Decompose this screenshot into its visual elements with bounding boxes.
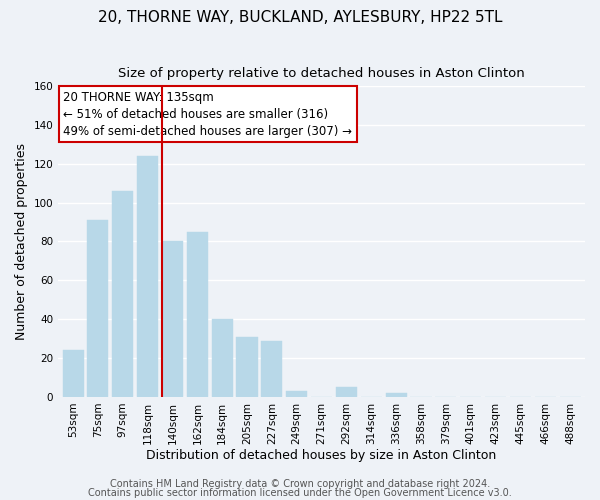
Text: Contains HM Land Registry data © Crown copyright and database right 2024.: Contains HM Land Registry data © Crown c… bbox=[110, 479, 490, 489]
Bar bbox=[137, 156, 158, 397]
Bar bbox=[88, 220, 109, 397]
Bar bbox=[336, 387, 357, 397]
Bar bbox=[212, 319, 233, 397]
Bar bbox=[62, 350, 83, 397]
Text: Contains public sector information licensed under the Open Government Licence v3: Contains public sector information licen… bbox=[88, 488, 512, 498]
Y-axis label: Number of detached properties: Number of detached properties bbox=[15, 143, 28, 340]
Bar bbox=[112, 191, 133, 397]
Bar bbox=[236, 336, 257, 397]
Title: Size of property relative to detached houses in Aston Clinton: Size of property relative to detached ho… bbox=[118, 68, 525, 80]
X-axis label: Distribution of detached houses by size in Aston Clinton: Distribution of detached houses by size … bbox=[146, 450, 497, 462]
Bar bbox=[187, 232, 208, 397]
Bar bbox=[286, 391, 307, 397]
Text: 20, THORNE WAY, BUCKLAND, AYLESBURY, HP22 5TL: 20, THORNE WAY, BUCKLAND, AYLESBURY, HP2… bbox=[98, 10, 502, 25]
Text: 20 THORNE WAY: 135sqm
← 51% of detached houses are smaller (316)
49% of semi-det: 20 THORNE WAY: 135sqm ← 51% of detached … bbox=[64, 90, 352, 138]
Bar bbox=[386, 393, 407, 397]
Bar bbox=[162, 242, 183, 397]
Bar bbox=[262, 340, 283, 397]
